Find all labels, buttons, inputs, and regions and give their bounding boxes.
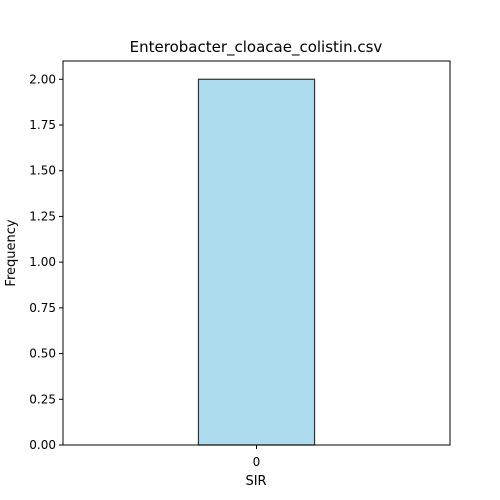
- y-axis: 0.00 0.25 0.50 0.75 1.00 1.25 1.50 1.75 2.00: [29, 72, 63, 452]
- y-tick-label: 0.50: [29, 347, 56, 361]
- y-tick-label: 2.00: [29, 72, 56, 86]
- y-tick-label: 1.50: [29, 164, 56, 178]
- x-axis: 0: [253, 445, 261, 469]
- chart-title: Enterobacter_cloacae_colistin.csv: [130, 38, 383, 57]
- y-tick-label: 0.75: [29, 301, 56, 315]
- x-tick-label: 0: [253, 455, 261, 469]
- x-axis-label: SIR: [245, 474, 266, 489]
- bar-0: [197, 78, 316, 446]
- y-axis-label: Frequency: [4, 219, 19, 286]
- y-tick-label: 1.25: [29, 209, 56, 223]
- y-tick-label: 0.25: [29, 392, 56, 406]
- y-tick-label: 1.75: [29, 118, 56, 132]
- y-tick-label: 0.00: [29, 438, 56, 452]
- bar-layer: [197, 78, 316, 446]
- y-tick-label: 1.00: [29, 255, 56, 269]
